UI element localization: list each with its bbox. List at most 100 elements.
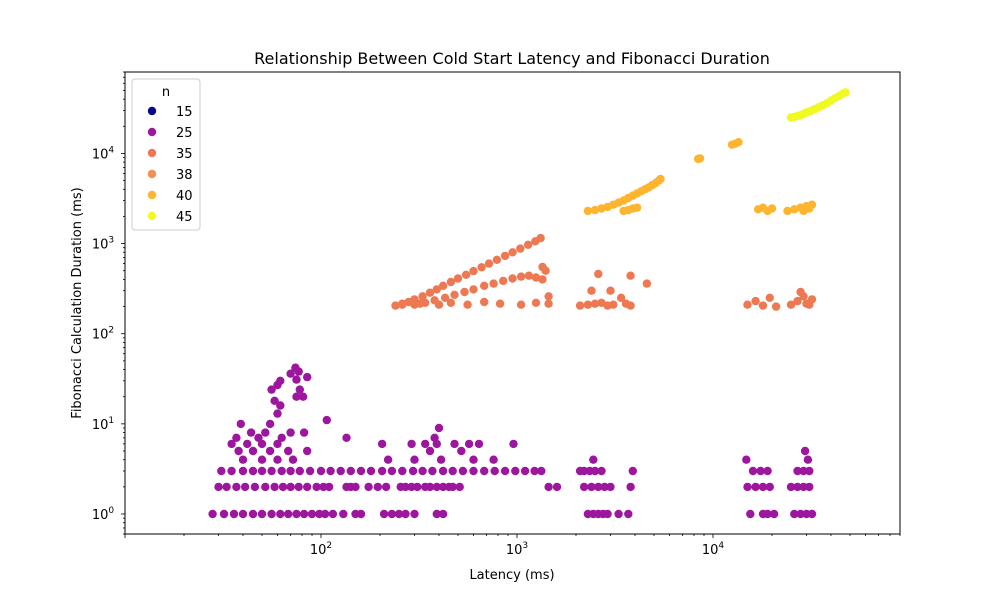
data-point bbox=[336, 466, 345, 476]
data-point bbox=[628, 466, 637, 476]
data-point bbox=[440, 293, 450, 302]
data-point bbox=[765, 482, 774, 492]
data-point bbox=[339, 509, 348, 519]
data-point bbox=[538, 275, 547, 284]
data-point bbox=[401, 482, 410, 492]
data-point bbox=[307, 509, 317, 519]
points-layer bbox=[208, 88, 850, 519]
data-point bbox=[356, 466, 366, 476]
data-point bbox=[743, 300, 752, 309]
data-point bbox=[469, 466, 478, 476]
data-point bbox=[790, 509, 799, 519]
data-point bbox=[632, 203, 642, 212]
data-point bbox=[418, 466, 427, 476]
data-point bbox=[438, 466, 448, 476]
data-point bbox=[273, 409, 282, 418]
data-point bbox=[286, 428, 295, 437]
data-point bbox=[432, 509, 441, 519]
series-35 bbox=[391, 233, 817, 311]
data-point bbox=[626, 482, 635, 492]
data-point bbox=[805, 482, 814, 492]
data-point bbox=[474, 439, 484, 449]
data-point bbox=[428, 466, 437, 476]
data-point bbox=[430, 433, 439, 442]
data-point bbox=[461, 270, 471, 279]
data-point bbox=[298, 392, 308, 401]
data-point bbox=[758, 482, 768, 492]
data-point bbox=[254, 433, 263, 442]
legend-label: 15 bbox=[176, 105, 193, 120]
data-point bbox=[516, 244, 525, 253]
data-point bbox=[516, 300, 526, 309]
data-point bbox=[257, 439, 267, 449]
data-point bbox=[786, 482, 796, 492]
data-point bbox=[305, 466, 315, 476]
data-point bbox=[238, 466, 248, 476]
data-point bbox=[793, 466, 802, 476]
data-point bbox=[248, 446, 258, 456]
data-point bbox=[508, 248, 517, 257]
data-point bbox=[248, 466, 258, 476]
data-point bbox=[508, 274, 517, 283]
x-tick-label: 102 bbox=[310, 541, 332, 558]
data-point bbox=[401, 509, 410, 519]
data-point bbox=[695, 154, 705, 163]
data-point bbox=[469, 285, 478, 294]
data-point bbox=[793, 482, 802, 492]
data-point bbox=[232, 433, 241, 442]
x-tick-label: 103 bbox=[506, 541, 528, 558]
data-point bbox=[238, 509, 248, 519]
data-point bbox=[229, 509, 239, 519]
data-point bbox=[477, 263, 486, 272]
data-point bbox=[432, 285, 441, 294]
data-point bbox=[489, 455, 498, 464]
data-point bbox=[278, 482, 288, 492]
data-point bbox=[257, 455, 267, 464]
data-point bbox=[383, 455, 393, 464]
legend-marker bbox=[147, 148, 157, 158]
data-point bbox=[480, 466, 489, 476]
data-point bbox=[364, 482, 373, 492]
data-point bbox=[425, 482, 435, 492]
data-point bbox=[438, 482, 448, 492]
data-point bbox=[756, 466, 765, 476]
data-point bbox=[246, 428, 256, 437]
data-point bbox=[261, 428, 270, 437]
data-point bbox=[434, 300, 444, 309]
data-point bbox=[603, 509, 612, 519]
data-point bbox=[579, 482, 589, 492]
data-point bbox=[328, 509, 338, 519]
data-point bbox=[291, 363, 300, 372]
data-point bbox=[520, 466, 530, 476]
x-tick-label: 104 bbox=[702, 541, 725, 558]
data-point bbox=[214, 482, 223, 492]
data-point bbox=[222, 482, 231, 492]
data-point bbox=[292, 392, 301, 401]
data-point bbox=[786, 300, 796, 309]
data-point bbox=[642, 279, 652, 288]
data-point bbox=[531, 273, 541, 282]
data-point bbox=[217, 466, 226, 476]
data-point bbox=[326, 466, 335, 476]
data-point bbox=[236, 419, 245, 429]
data-point bbox=[460, 287, 469, 297]
legend-label: 40 bbox=[176, 189, 193, 204]
data-point bbox=[589, 455, 598, 464]
data-point bbox=[807, 509, 817, 519]
data-point bbox=[398, 466, 407, 476]
data-point bbox=[243, 439, 252, 449]
data-point bbox=[590, 299, 600, 308]
data-point bbox=[373, 482, 382, 492]
data-point bbox=[492, 255, 502, 264]
data-point bbox=[295, 466, 304, 476]
data-point bbox=[265, 446, 275, 456]
data-point bbox=[743, 482, 752, 492]
legend-title: n bbox=[162, 85, 170, 100]
x-axis-ticks: 102 103 104 bbox=[124, 534, 901, 558]
data-point bbox=[763, 509, 772, 519]
data-point bbox=[273, 455, 282, 464]
data-point bbox=[295, 385, 304, 394]
data-point bbox=[457, 446, 466, 456]
data-point bbox=[841, 88, 850, 97]
